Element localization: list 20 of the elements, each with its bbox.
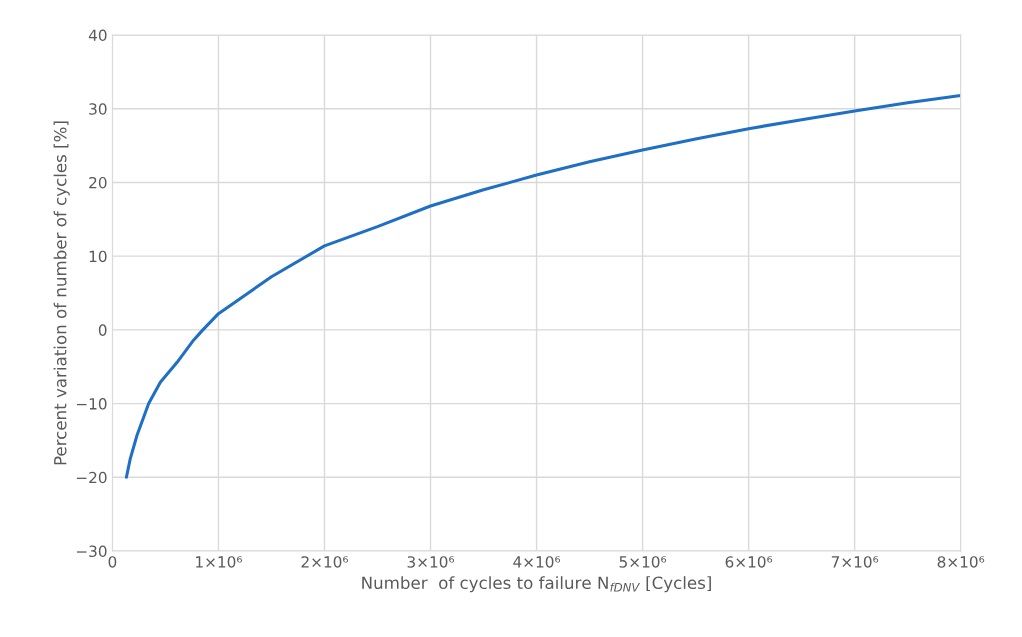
x-tick-label: 6×10⁶ [725, 556, 773, 568]
x-tick-label: 5×10⁶ [619, 556, 667, 568]
x-tick-label: 0 [108, 556, 117, 568]
x-tick-label: 2×10⁶ [301, 556, 349, 568]
y-tick-label: 30 [89, 103, 107, 115]
y-tick-label: −20 [76, 471, 107, 484]
y-tick-label: −10 [76, 398, 107, 410]
x-tick-label: 1×10⁶ [196, 556, 242, 568]
x-tick-label: 7×10⁶ [831, 556, 879, 568]
y-tick-label: 20 [89, 176, 107, 189]
x-axis-title: Number of cycles to failure N$_{fDNV}$ [Cycles] [362, 576, 711, 593]
x-tick-label: 4×10⁶ [513, 556, 561, 568]
y-tick-label: 0 [98, 324, 107, 336]
y-tick-label: 10 [89, 250, 107, 263]
x-tick-label: 3×10⁶ [407, 556, 455, 568]
y-tick-label: 40 [88, 29, 107, 42]
y-tick-label: −30 [76, 545, 107, 558]
x-tick-label: 8×10⁶ [937, 556, 985, 568]
y-axis-title: Percent variation of number of cycles [%] [53, 121, 70, 465]
line-series [124, 93, 961, 479]
